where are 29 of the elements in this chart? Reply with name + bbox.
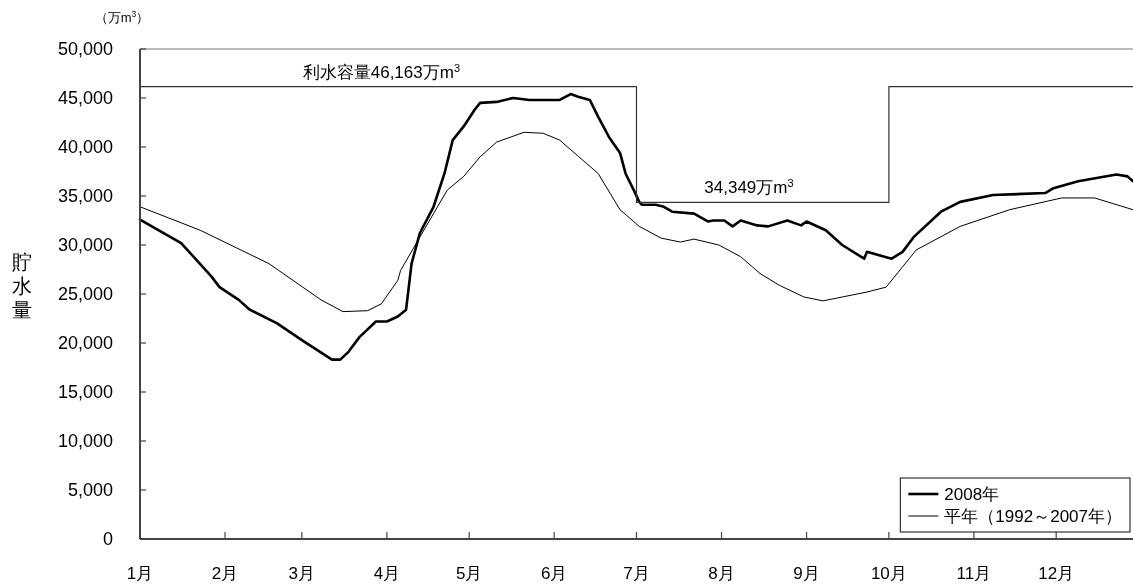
annotation: 利水容量46,163万m$^{3}$ bbox=[302, 61, 461, 82]
x-tick-label: 5月 bbox=[455, 563, 483, 583]
y-tick-label: 15,000 bbox=[57, 382, 113, 402]
x-tick-label: 9月 bbox=[793, 563, 820, 583]
x-tick-label: 7月 bbox=[623, 563, 650, 583]
x-tick-label: 10月 bbox=[870, 563, 907, 583]
y-axis-title: 貯水量 bbox=[12, 251, 32, 321]
y-tick-label: 20,000 bbox=[57, 333, 113, 353]
legend-label: 2008年 bbox=[944, 484, 1000, 504]
y-tick-label: 5,000 bbox=[67, 480, 113, 500]
x-tick-label: 1月 bbox=[126, 563, 154, 583]
x-tick-label: 2月 bbox=[211, 563, 239, 583]
x-tick-label: 11月 bbox=[956, 563, 992, 583]
x-tick-label: 8月 bbox=[708, 563, 735, 583]
text: （万m$^{3}$） bbox=[94, 9, 150, 25]
y-tick-label: 45,000 bbox=[57, 88, 113, 108]
x-tick-label: 3月 bbox=[288, 563, 316, 583]
y-tick-label: 10,000 bbox=[57, 431, 113, 451]
y-tick-label: 25,000 bbox=[57, 284, 113, 304]
y-tick-label: 35,000 bbox=[57, 186, 113, 206]
x-tick-label: 4月 bbox=[373, 563, 401, 583]
y-tick-label: 30,000 bbox=[57, 235, 113, 255]
y-tick-label: 50,000 bbox=[57, 39, 113, 59]
y-tick-label: 0 bbox=[102, 529, 113, 549]
x-tick-label: 12月 bbox=[1038, 563, 1075, 583]
x-tick-label: 6月 bbox=[540, 563, 568, 583]
y-tick-label: 40,000 bbox=[57, 137, 113, 157]
legend-label: 平年（1992～2007年） bbox=[944, 506, 1122, 526]
annotation: 34,349万m$^{3}$ bbox=[704, 177, 794, 198]
